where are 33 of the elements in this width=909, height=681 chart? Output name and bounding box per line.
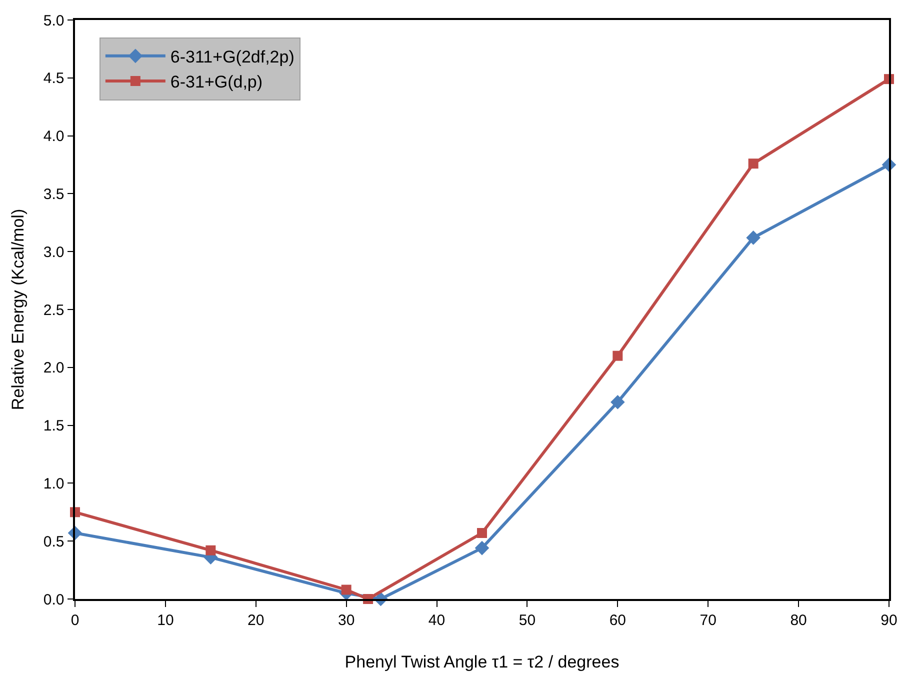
x-tick-label: 60: [609, 612, 626, 629]
point: [612, 350, 623, 361]
legend-label: 6-311+G(2df,2p): [170, 48, 294, 67]
x-tick-label: 30: [338, 612, 355, 629]
y-tick-label: 3.5: [43, 186, 64, 203]
point: [748, 158, 758, 169]
y-tick-label: 0.5: [43, 533, 64, 550]
point: [341, 584, 352, 595]
x-tick-label: 10: [157, 612, 174, 629]
point: [746, 230, 760, 245]
point: [206, 545, 216, 556]
x-tick-label: 90: [880, 612, 898, 629]
x-tick-label: 20: [248, 612, 264, 629]
point: [610, 394, 625, 410]
x-tick-label: 70: [700, 612, 716, 629]
x-tick-label: 80: [790, 612, 807, 629]
x-tick-label: 0: [70, 612, 80, 629]
y-tick-label: 4.0: [43, 128, 64, 146]
y-tick-label: 2.0: [43, 360, 64, 377]
y-tick-label: 3.0: [43, 244, 64, 261]
x-axis-title: Phenyl Twist Angle τ1 = τ2 / degrees: [344, 652, 620, 672]
y-tick-label: 1.0: [43, 475, 64, 492]
y-axis-title: Relative Energy (Kcal/mol): [8, 208, 28, 410]
x-tick-label: 40: [428, 612, 446, 629]
y-tick-label: 4.5: [43, 70, 64, 88]
y-tick-label: 5.0: [43, 12, 64, 30]
point: [477, 528, 487, 538]
y-tick-label: 0.0: [43, 591, 64, 608]
y-tick-label: 2.5: [43, 302, 64, 319]
point: [474, 540, 490, 556]
y-tick-label: 1.5: [43, 418, 64, 435]
x-tick-label: 50: [518, 612, 536, 629]
legend-label: 6-31+G(d,p): [170, 72, 263, 92]
